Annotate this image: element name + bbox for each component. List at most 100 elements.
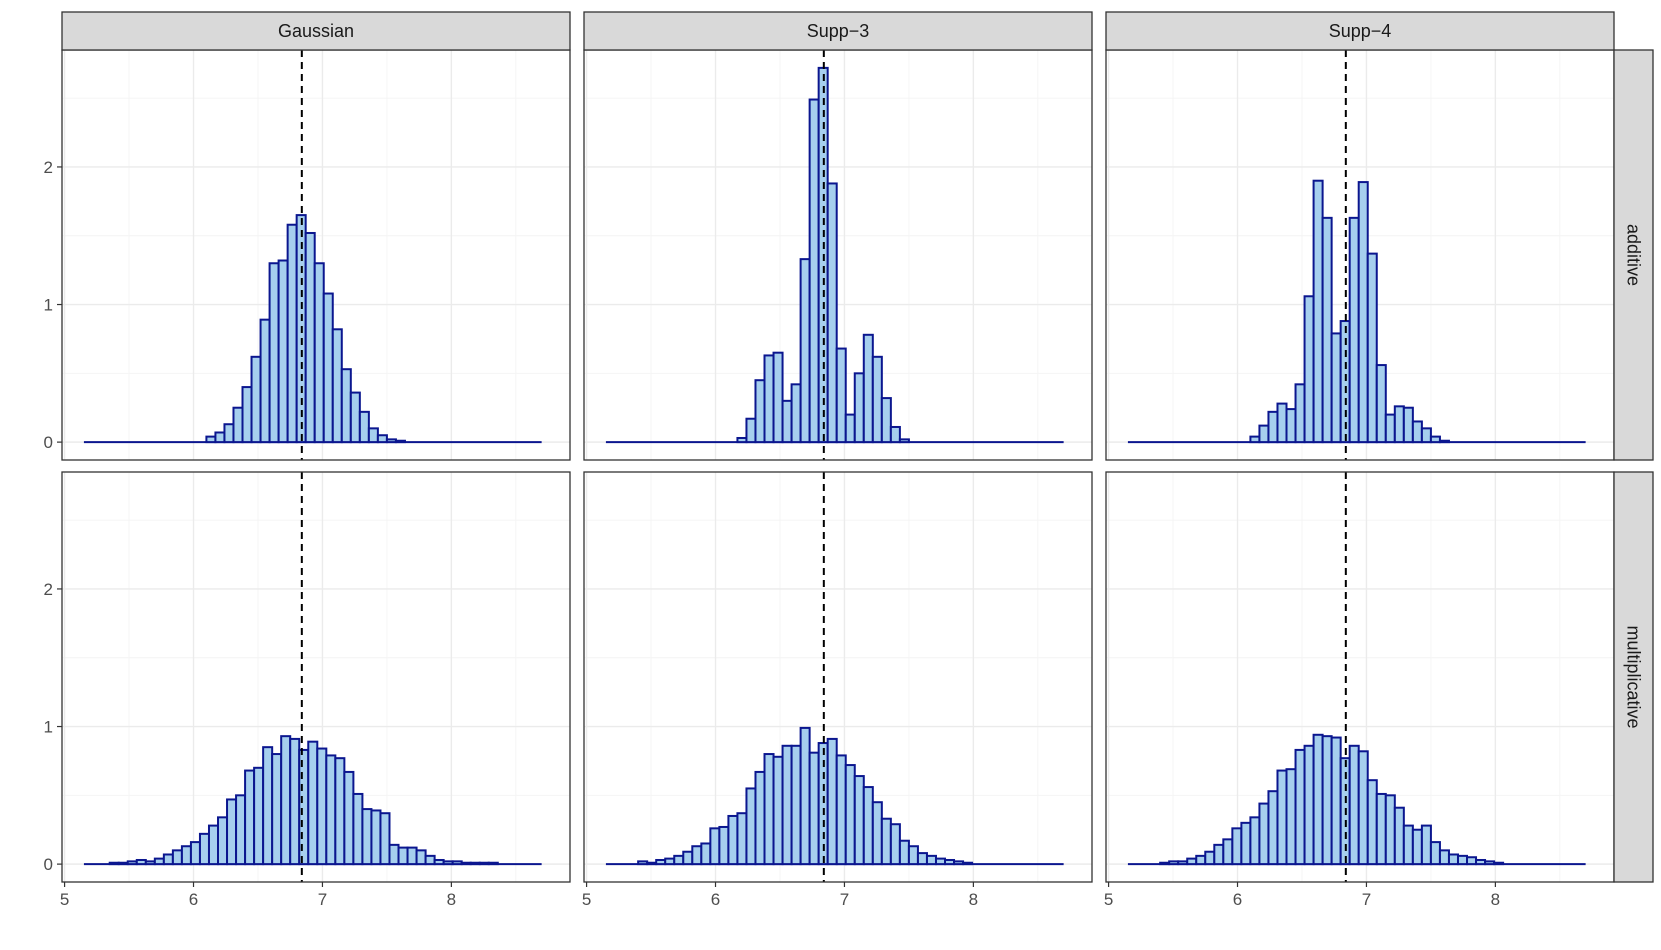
histogram-bar <box>207 824 220 866</box>
histogram-bar <box>1258 424 1270 444</box>
facet-label-column: Supp−3 <box>807 21 870 41</box>
histogram-bar <box>673 854 685 866</box>
histogram-bar <box>361 808 373 866</box>
histogram-bar <box>799 258 811 444</box>
panel-border <box>583 471 1093 883</box>
histogram-bar <box>153 857 165 866</box>
histogram-bar <box>322 292 334 444</box>
histogram-bar <box>313 262 325 444</box>
histogram-bar <box>406 846 418 866</box>
y-tick-label: 0 <box>44 433 53 452</box>
histogram-bar <box>637 860 649 866</box>
histogram-bar <box>1402 406 1414 444</box>
histogram-bar <box>898 438 910 444</box>
histogram-bar <box>1312 179 1324 444</box>
histogram-bar <box>934 857 947 866</box>
histogram-bar <box>108 861 120 866</box>
histogram-bar <box>180 845 192 866</box>
histogram-bar <box>700 842 712 866</box>
histogram-bar <box>232 406 244 444</box>
histogram-bar <box>1438 849 1450 866</box>
histogram-bar <box>944 858 956 866</box>
histogram-bar <box>1294 748 1306 866</box>
histogram-bar <box>286 223 298 444</box>
facet-strip-row <box>1613 471 1654 883</box>
histogram-bar <box>1249 435 1261 444</box>
histogram-bar <box>1168 860 1180 866</box>
histogram-bar <box>442 860 454 866</box>
histogram-bar <box>1177 860 1189 866</box>
histogram-bar <box>880 817 892 866</box>
histogram-bar <box>889 823 901 866</box>
histogram-bar <box>334 757 346 866</box>
histogram-bar <box>1249 816 1261 866</box>
histogram-bar <box>1321 216 1333 444</box>
histogram-bar <box>415 849 427 866</box>
histogram-bar <box>962 861 974 866</box>
histogram-bar <box>727 814 739 866</box>
histogram-bar <box>808 751 820 866</box>
histogram-bar <box>862 333 874 444</box>
histogram-bar <box>871 355 883 444</box>
histogram-bar <box>1357 750 1369 866</box>
histogram-bar <box>736 436 748 444</box>
histogram-bar <box>1240 821 1252 866</box>
histogram-bar <box>214 431 226 444</box>
histogram-bar <box>772 351 784 444</box>
histogram-bar <box>664 857 676 866</box>
histogram-bar <box>1285 408 1297 444</box>
x-tick-label: 7 <box>318 890 327 909</box>
histogram-bar <box>1312 733 1324 866</box>
histogram-bar <box>682 850 694 866</box>
histogram-bar <box>171 849 183 866</box>
x-tick-label: 5 <box>582 890 591 909</box>
histogram-bar <box>1475 858 1487 866</box>
histogram-bar <box>1375 792 1387 866</box>
histogram-bar <box>349 391 361 444</box>
histogram-bar <box>1493 861 1505 866</box>
histogram-bar <box>376 434 388 444</box>
facet-label-row: multiplicative <box>1624 625 1644 728</box>
histogram-bar <box>1411 828 1423 866</box>
x-tick-label: 7 <box>840 890 849 909</box>
histogram-bar <box>1384 794 1396 866</box>
x-tick-label: 8 <box>1491 890 1500 909</box>
histogram-bar <box>844 413 856 444</box>
facet-label-column: Supp−4 <box>1329 21 1392 41</box>
histogram-bar <box>835 754 847 866</box>
histogram-bar <box>226 798 238 866</box>
histogram-bar <box>1258 802 1270 866</box>
x-tick-label: 6 <box>189 890 198 909</box>
histogram-bar <box>117 861 129 866</box>
histogram-bar <box>460 861 472 866</box>
histogram-bar <box>1348 216 1360 444</box>
histogram-bar <box>1447 853 1459 866</box>
histogram-bar <box>718 825 730 866</box>
histogram-bar <box>1303 744 1315 866</box>
histogram-bar <box>1195 854 1207 866</box>
histogram-bar <box>871 801 883 866</box>
histogram-bar <box>1420 824 1432 866</box>
histogram-bar <box>370 809 382 866</box>
facet-strip-column <box>61 11 571 51</box>
histogram-bar <box>646 861 658 866</box>
x-tick-label: 8 <box>969 890 978 909</box>
histogram-bar <box>253 766 265 866</box>
histogram-bar <box>1285 768 1297 866</box>
histogram-bar <box>289 737 301 866</box>
histogram-bar <box>487 861 499 866</box>
histogram-bar <box>862 786 874 866</box>
histogram-bar <box>259 318 271 444</box>
histogram-bar <box>772 755 784 866</box>
histogram-bar <box>198 832 210 866</box>
histogram-bar <box>1411 420 1423 444</box>
x-tick-label: 5 <box>60 890 69 909</box>
histogram-bar <box>478 861 490 866</box>
histogram-bar <box>162 853 174 866</box>
histogram-bar <box>763 354 775 444</box>
histogram-bar <box>135 858 147 866</box>
histogram-bar <box>790 744 802 866</box>
histogram-bar <box>217 816 229 866</box>
histogram-bar <box>754 770 766 866</box>
